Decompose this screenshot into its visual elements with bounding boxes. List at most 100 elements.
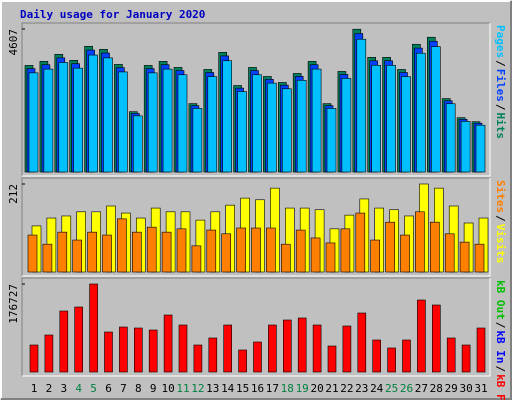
bar: [312, 324, 322, 373]
y-tick-label: 4607: [7, 29, 20, 56]
bar: [119, 326, 128, 373]
bar: [295, 229, 306, 273]
bar: [162, 68, 173, 173]
bar: [327, 345, 337, 373]
x-tick-label: 25: [385, 382, 398, 395]
bar: [74, 306, 83, 373]
bar: [132, 231, 142, 273]
bar: [251, 227, 261, 273]
x-tick-label: 11: [176, 382, 189, 395]
bar: [57, 231, 68, 273]
bar: [429, 221, 440, 273]
bar: [147, 72, 158, 173]
x-tick-label: 23: [355, 382, 368, 395]
x-tick-label: 16: [251, 382, 264, 395]
bar: [117, 218, 127, 273]
legend-entry: kB F: [494, 374, 507, 400]
bar: [267, 82, 277, 173]
bar: [118, 71, 128, 173]
x-tick-label: 27: [415, 382, 428, 395]
bar: [161, 231, 172, 273]
bar: [253, 341, 262, 373]
bar: [326, 108, 337, 173]
legend-separator: /: [494, 215, 507, 222]
legend: Sites / Visits: [494, 180, 507, 264]
bar: [222, 60, 232, 173]
x-tick-label: 29: [445, 382, 458, 395]
x-tick-label: 12: [191, 382, 204, 395]
bar: [252, 74, 262, 173]
bar: [133, 115, 143, 173]
bar: [325, 242, 336, 273]
bar: [72, 239, 82, 273]
legend-separator: /: [494, 322, 507, 329]
bar: [42, 243, 53, 273]
bar: [28, 72, 39, 173]
bar: [475, 124, 486, 173]
bar: [221, 233, 231, 273]
bar: [370, 239, 381, 273]
bar: [177, 74, 188, 173]
bar: [134, 327, 143, 373]
bar: [176, 228, 187, 273]
bar: [355, 212, 366, 273]
bar: [400, 234, 410, 273]
bar: [460, 121, 471, 173]
bar: [356, 38, 367, 173]
x-tick-label: 3: [60, 382, 67, 395]
bar: [29, 344, 39, 373]
bar: [341, 78, 352, 173]
bar: [476, 327, 486, 373]
legend-entry: Hits: [494, 113, 507, 140]
bar: [387, 347, 396, 373]
bar: [342, 325, 352, 373]
legend-entry: Files: [494, 69, 507, 102]
bar: [416, 52, 426, 173]
bar: [296, 80, 307, 173]
x-tick-label: 8: [135, 382, 142, 395]
bar: [44, 334, 54, 373]
x-tick-label: 26: [400, 382, 413, 395]
bar: [280, 243, 291, 273]
bar: [445, 103, 456, 173]
x-tick-label: 18: [281, 382, 294, 395]
bar: [163, 314, 173, 373]
bar: [385, 221, 395, 273]
legend: kB Out/kB In/kB F: [494, 280, 507, 400]
x-tick-label: 30: [459, 382, 472, 395]
x-tick-label: 21: [325, 382, 338, 395]
bar: [27, 234, 38, 273]
panel-bevel: [22, 178, 491, 277]
y-tick-label: 212: [7, 184, 20, 204]
x-tick-label: 7: [120, 382, 127, 395]
bar: [415, 211, 425, 273]
legend-separator: /: [494, 366, 507, 373]
bar: [266, 227, 276, 273]
x-tick-label: 6: [105, 382, 112, 395]
bar: [73, 67, 83, 173]
panel-bevel: [22, 23, 491, 177]
x-tick-label: 22: [340, 382, 353, 395]
bar: [417, 299, 426, 373]
x-tick-label: 20: [310, 382, 323, 395]
x-tick-label: 10: [161, 382, 174, 395]
bar: [340, 228, 351, 273]
bar: [474, 243, 485, 273]
chart-title: Daily usage for January 2020: [20, 8, 205, 21]
bar: [103, 57, 113, 173]
legend-entry: Pages: [494, 25, 507, 58]
bar: [459, 241, 470, 273]
x-tick-label: 13: [206, 382, 219, 395]
bar: [104, 331, 113, 373]
bar: [192, 108, 203, 173]
bar: [89, 283, 98, 373]
legend-entry: Visits: [494, 224, 507, 264]
bar: [282, 319, 292, 373]
bar: [207, 76, 218, 173]
bar: [268, 324, 277, 373]
x-tick-label: 9: [150, 382, 157, 395]
bar: [237, 91, 247, 173]
bar: [206, 229, 217, 273]
